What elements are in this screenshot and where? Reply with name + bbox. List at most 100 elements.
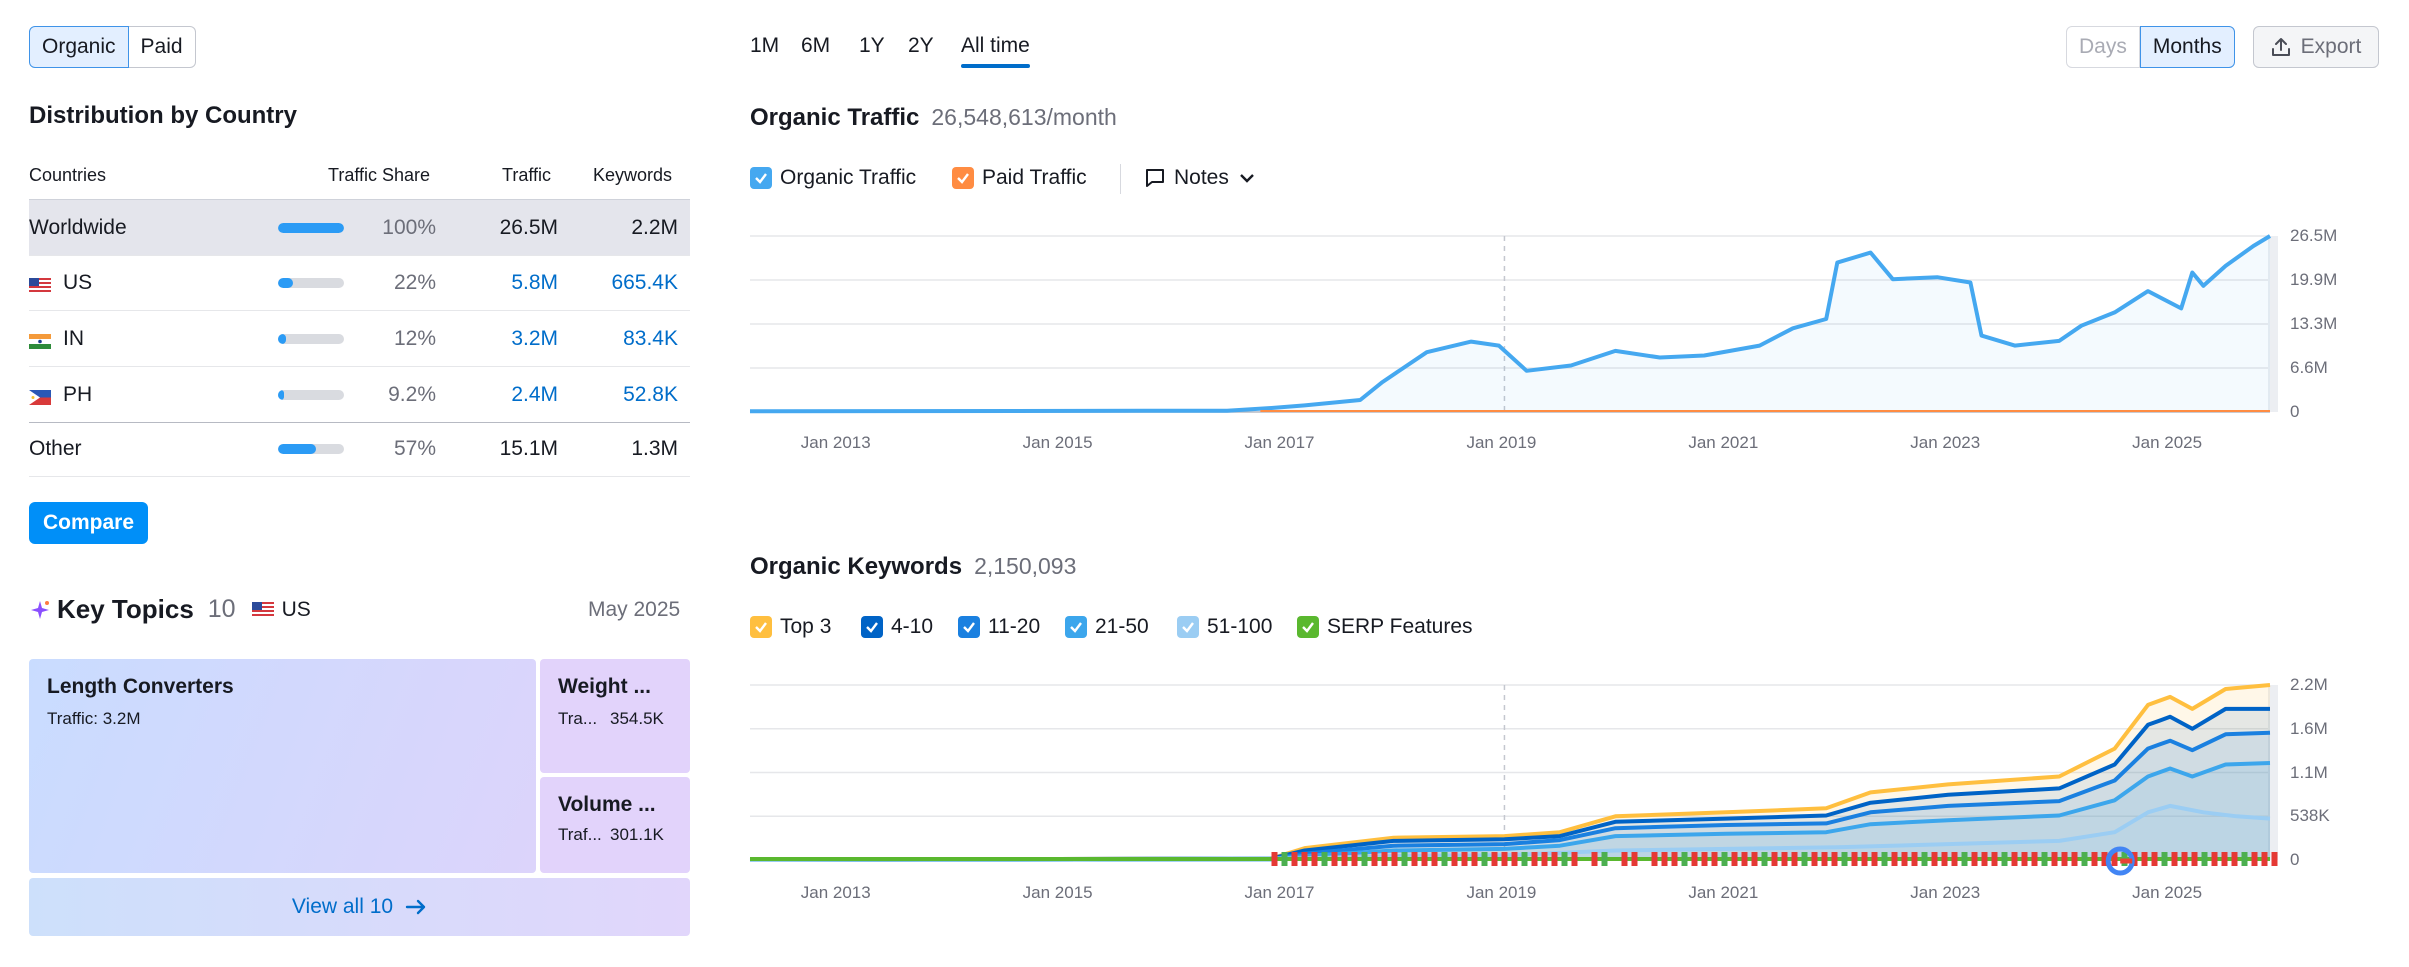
export-button-body: Export <box>2253 26 2379 68</box>
update-marker <box>1461 852 1468 866</box>
topic-tile-weight[interactable]: Weight ... Tra... 354.5K <box>540 659 690 773</box>
topic-traffic-label: Tra... <box>558 709 598 728</box>
country-name: PH <box>63 382 93 406</box>
update-marker <box>1661 852 1668 866</box>
legend-label: 21-50 <box>1095 615 1149 638</box>
keywords-value[interactable]: 83.4K <box>623 326 678 350</box>
update-marker <box>2271 852 2278 866</box>
keywords-value: 2.2M <box>631 215 678 239</box>
ph-flag-icon <box>29 387 51 405</box>
legend-11-20[interactable]: 11-20 <box>958 615 1040 639</box>
legend-label: Paid Traffic <box>982 166 1087 189</box>
update-marker <box>1401 852 1408 866</box>
topic-tile-length-converters[interactable]: Length Converters Traffic: 3.2M <box>29 659 536 873</box>
keywords-total: 2,150,093 <box>974 553 1077 579</box>
update-marker <box>1571 852 1578 866</box>
check-icon <box>861 616 883 638</box>
update-marker <box>1481 852 1488 866</box>
update-marker <box>2201 852 2208 866</box>
update-marker <box>1731 852 1738 866</box>
us-flag-icon <box>29 275 51 293</box>
country-row-other[interactable]: Other 57% 15.1M 1.3M <box>29 421 690 477</box>
legend-serp-features[interactable]: SERP Features <box>1297 615 1473 639</box>
legend-51-100[interactable]: 51-100 <box>1177 615 1272 639</box>
traffic-x-tick: Jan 2025 <box>2132 433 2203 452</box>
traffic-header: Organic Traffic 26,548,613/month <box>750 104 1117 132</box>
legend-paid-traffic[interactable]: Paid Traffic <box>952 166 1087 190</box>
check-icon <box>958 616 980 638</box>
keywords-area-11-20 <box>750 732 2270 860</box>
view-all-topics-link[interactable]: View all 10 <box>29 878 690 936</box>
traffic-value[interactable]: 3.2M <box>511 326 558 350</box>
update-marker <box>1331 852 1338 866</box>
range-1y[interactable]: 1Y <box>859 34 885 57</box>
update-marker <box>1951 852 1958 866</box>
update-marker <box>2031 852 2038 866</box>
update-marker <box>2151 852 2158 866</box>
in-flag-icon <box>29 331 51 349</box>
update-marker <box>1751 852 1758 866</box>
legend-21-50[interactable]: 21-50 <box>1065 615 1149 639</box>
share-bar-fill <box>278 444 316 454</box>
range-all-time[interactable]: All time <box>961 34 1030 68</box>
country-name: Other <box>29 436 82 460</box>
update-marker <box>1761 852 1768 866</box>
country-row-us[interactable]: US 22% 5.8M 665.4K <box>29 255 690 311</box>
country-name: US <box>63 270 93 294</box>
update-marker <box>1811 852 1818 866</box>
legend-top-3[interactable]: Top 3 <box>750 615 831 639</box>
paid-tab[interactable]: Paid <box>128 26 196 68</box>
country-name-cell: US <box>29 255 92 310</box>
key-topics-date: May 2025 <box>588 598 681 621</box>
months-button[interactable]: Months <box>2139 26 2235 68</box>
range-6m[interactable]: 6M <box>801 34 831 57</box>
days-button[interactable]: Days <box>2066 26 2140 68</box>
share-bar <box>278 223 344 233</box>
legend-organic-traffic[interactable]: Organic Traffic <box>750 166 916 190</box>
check-icon <box>750 167 772 189</box>
check-icon <box>1177 616 1199 638</box>
legend-label: Top 3 <box>780 615 832 638</box>
update-marker <box>1541 852 1548 866</box>
keywords-value[interactable]: 52.8K <box>623 382 678 406</box>
traffic-value[interactable]: 5.8M <box>511 270 558 294</box>
traffic-x-tick: Jan 2017 <box>1244 433 1315 452</box>
update-marker <box>1941 852 1948 866</box>
update-marker <box>1431 852 1438 866</box>
col-keywords: Keywords <box>593 165 673 185</box>
topic-title: Length Converters <box>47 675 234 698</box>
range-1m[interactable]: 1M <box>750 34 780 57</box>
update-marker <box>2001 852 2008 866</box>
update-marker <box>1991 852 1998 866</box>
update-marker <box>2061 852 2068 866</box>
organic-tab[interactable]: Organic <box>29 26 129 68</box>
comment-icon <box>1144 167 1166 189</box>
country-row-ph[interactable]: PH 9.2% 2.4M 52.8K <box>29 367 690 423</box>
share-bar-fill <box>278 390 285 400</box>
update-marker <box>1601 852 1608 866</box>
upload-icon <box>2271 37 2291 57</box>
country-row-worldwide[interactable]: Worldwide 100% 26.5M 2.2M <box>29 199 690 256</box>
update-marker <box>1971 852 1978 866</box>
topic-traffic-value: 301.1K <box>610 825 664 844</box>
legend-label: 4-10 <box>891 615 934 638</box>
compare-button[interactable]: Compare <box>29 502 148 544</box>
legend-4-10[interactable]: 4-10 <box>861 615 933 639</box>
update-marker <box>2261 852 2268 866</box>
keywords-value[interactable]: 665.4K <box>611 270 678 294</box>
range-2y[interactable]: 2Y <box>908 34 934 57</box>
country-name: Worldwide <box>29 215 127 239</box>
keywords-end-marker <box>2268 685 2278 860</box>
view-all-label: View all 10 <box>291 895 394 918</box>
traffic-value[interactable]: 2.4M <box>511 382 558 406</box>
update-marker <box>1311 852 1318 866</box>
update-marker <box>1901 852 1908 866</box>
arrow-right-icon <box>405 899 427 915</box>
us-flag-icon <box>251 602 274 617</box>
country-row-in[interactable]: IN 12% 3.2M 83.4K <box>29 311 690 367</box>
notes-dropdown[interactable]: Notes <box>1144 166 1255 190</box>
topic-tile-volume[interactable]: Volume ... Traf... 301.1K <box>540 777 690 873</box>
traffic-x-tick: Jan 2021 <box>1688 433 1759 452</box>
export-button[interactable]: Export <box>2253 26 2379 68</box>
